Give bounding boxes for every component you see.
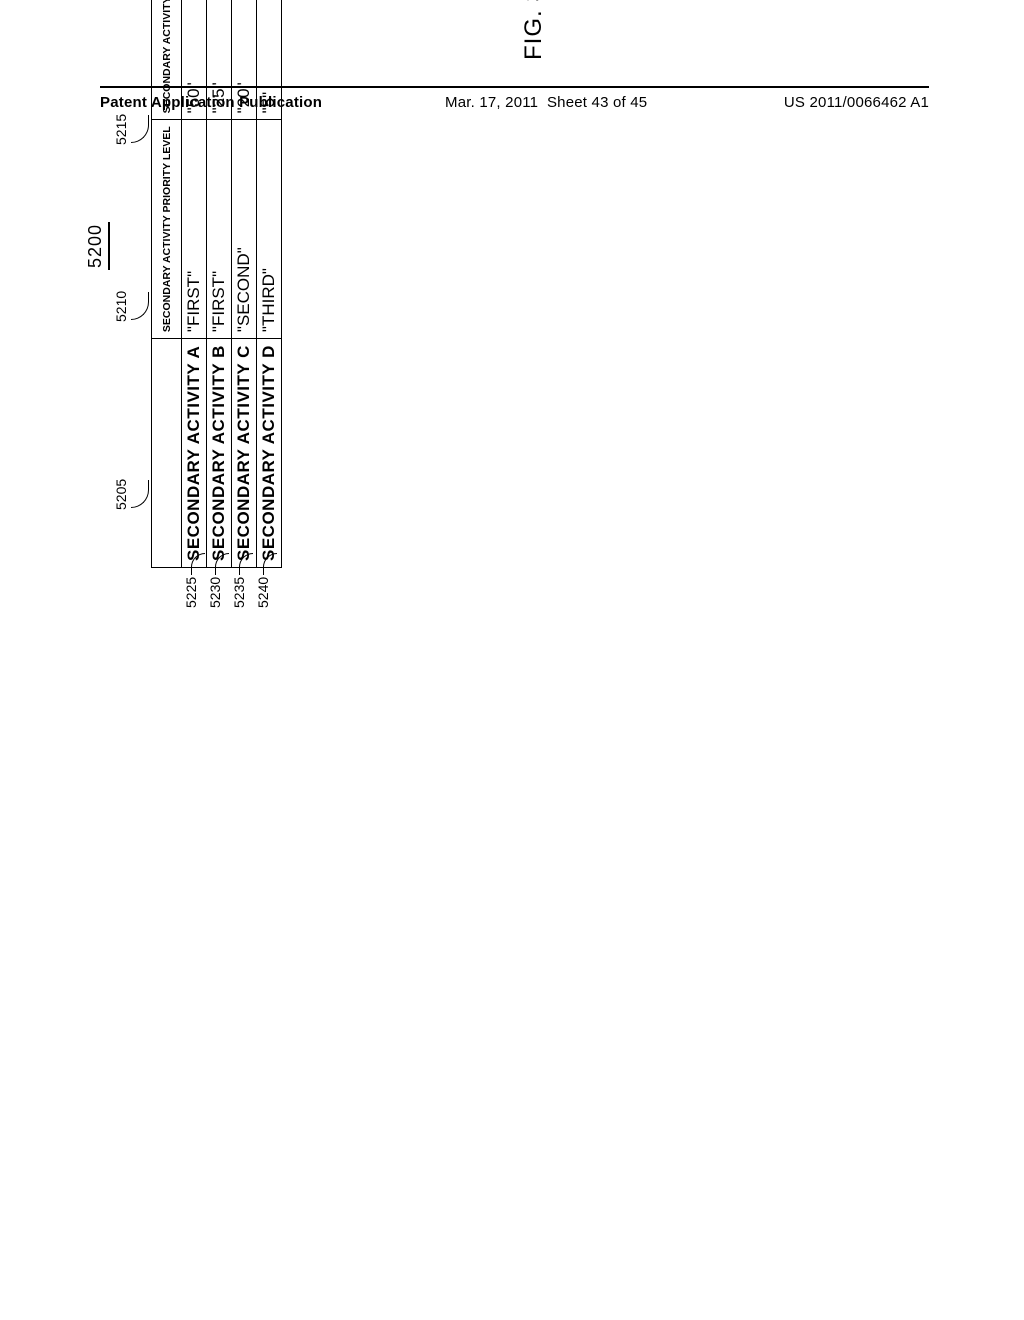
leader-line-icon (131, 480, 149, 508)
activity-pct: "25" (207, 0, 232, 120)
activity-name: SECONDARY ACTIVITY B (207, 339, 232, 568)
figure-rotated-group: 5200 5205 5210 5215 5220 5225 5230 5235 … (85, 80, 86, 600)
leader-line-icon (131, 292, 149, 320)
activity-priority: "FIRST" (182, 120, 207, 339)
activity-pct: "5" (257, 0, 282, 120)
activity-name: SECONDARY ACTIVITY A (182, 339, 207, 568)
ref-number: 5240 (255, 577, 271, 608)
header-publication-number: US 2011/0066462 A1 (784, 94, 929, 111)
activity-priority: "THIRD" (257, 120, 282, 339)
activity-pct: "20" (232, 0, 257, 120)
table-row: SECONDARY ACTIVITY B "FIRST" "25" "35" (207, 0, 232, 568)
col-header-priority: SECONDARY ACTIVITY PRIORITY LEVEL (152, 120, 182, 339)
activity-name: SECONDARY ACTIVITY C (232, 339, 257, 568)
ref-number: 5225 (183, 577, 199, 608)
table-row: SECONDARY ACTIVITY C "SECOND" "20" "15" (232, 0, 257, 568)
activity-pct: "50" (182, 0, 207, 120)
ref-number: 5205 (113, 479, 129, 510)
table-row: SECONDARY ACTIVITY D "THIRD" "5" "15" (257, 0, 282, 568)
ref-number: 5230 (207, 577, 223, 608)
table-row: SECONDARY ACTIVITY A "FIRST" "50" "35" (182, 0, 207, 568)
activity-name: SECONDARY ACTIVITY D (257, 339, 282, 568)
secondary-activity-table: SECONDARY ACTIVITY PRIORITY LEVEL SECOND… (151, 0, 282, 568)
leader-line-icon (131, 115, 149, 143)
ref-number: 5210 (113, 291, 129, 322)
column-ref-5205: 5205 (113, 479, 149, 510)
figure-inner: 5200 5205 5210 5215 5220 5225 5230 5235 … (85, 0, 605, 600)
column-ref-5210: 5210 (113, 291, 149, 322)
figure-caption: FIG. 32 (520, 0, 548, 60)
activity-priority: "FIRST" (207, 120, 232, 339)
figure-ref-main: 5200 (85, 222, 110, 270)
col-header-blank (152, 339, 182, 568)
ref-number: 5235 (231, 577, 247, 608)
table-header-row: SECONDARY ACTIVITY PRIORITY LEVEL SECOND… (152, 0, 182, 568)
activity-priority: "SECOND" (232, 120, 257, 339)
ref-number: 5215 (113, 114, 129, 145)
col-header-pct: SECONDARY ACTIVITY % (152, 0, 182, 120)
column-ref-5215: 5215 (113, 114, 149, 145)
